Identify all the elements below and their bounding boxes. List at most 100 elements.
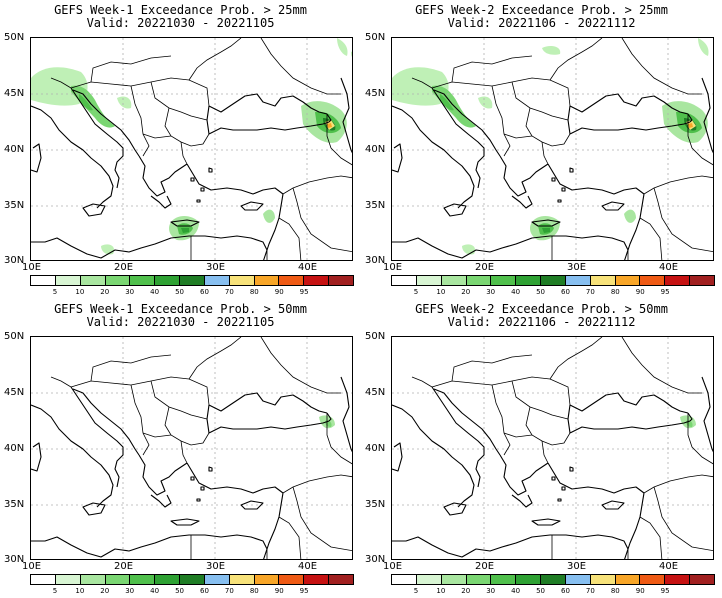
- colorbar-swatch: [204, 276, 230, 285]
- lon-label: 40E: [298, 561, 318, 572]
- colorbar-swatch: [466, 575, 492, 584]
- colorbar-swatch: [690, 276, 714, 285]
- colorbar-swatch: [80, 575, 106, 584]
- panel-subtitle: Valid: 20221030 - 20221105: [86, 315, 275, 329]
- colorbar-swatch: [565, 575, 591, 584]
- lat-label: 40N: [365, 443, 386, 454]
- colorbar-tick-label: 80: [249, 587, 259, 595]
- colorbar-tick-label: 90: [635, 587, 645, 595]
- lat-label: 30N: [365, 255, 386, 266]
- colorbar-tick-label: 95: [299, 288, 309, 296]
- colorbar-tick-label: 5: [413, 288, 419, 296]
- panel-title: GEFS Week-2 Exceedance Prob. > 25mm: [415, 3, 668, 17]
- colorbar-tick-label: 10: [75, 288, 85, 296]
- lon-label: 40E: [659, 262, 679, 273]
- colorbar-tick-label: 5: [52, 587, 58, 595]
- lon-label: 20E: [475, 561, 495, 572]
- colorbar-swatch: [392, 276, 417, 285]
- colorbar-swatch: [640, 575, 666, 584]
- lat-label: 45N: [4, 387, 25, 398]
- colorbar-swatch: [204, 575, 230, 584]
- panel-week1-25mm: GEFS Week-1 Exceedance Prob. > 25mm Vali…: [0, 0, 361, 299]
- colorbar-tick-label: 40: [150, 587, 160, 595]
- lat-label: 35N: [4, 200, 25, 211]
- probability-shading: [392, 38, 709, 255]
- colorbar-swatch: [279, 575, 305, 584]
- colorbar-tick-label: 90: [274, 288, 284, 296]
- map: [30, 37, 353, 261]
- colorbar-tick-label: 60: [199, 587, 209, 595]
- colorbar-swatch: [55, 575, 81, 584]
- lon-label: 20E: [114, 262, 134, 273]
- colorbar-swatch: [304, 575, 330, 584]
- colorbar-tick-label: 70: [585, 288, 595, 296]
- map: [30, 336, 353, 560]
- lon-label: 10E: [383, 262, 403, 273]
- panel-subtitle: Valid: 20221030 - 20221105: [86, 16, 275, 30]
- colorbar-swatch: [541, 276, 566, 285]
- colorbar-swatch: [590, 575, 616, 584]
- lat-label: 50N: [4, 331, 25, 342]
- colorbar-tick-label: 50: [536, 288, 545, 296]
- colorbar-swatch: [155, 575, 181, 584]
- colorbar-swatch: [590, 276, 616, 285]
- colorbar: [391, 275, 715, 286]
- panel-week1-50mm: GEFS Week-1 Exceedance Prob. > 50mm Vali…: [0, 299, 361, 598]
- colorbar-swatch: [279, 276, 305, 285]
- colorbar-ticks: 5 10 20 30 40 50 60 70 80 90 95: [30, 288, 354, 296]
- map-svg: [31, 38, 352, 260]
- colorbar-swatch: [516, 276, 542, 285]
- panel-subtitle: Valid: 20221106 - 20221112: [447, 315, 636, 329]
- colorbar-tick-label: 80: [610, 587, 620, 595]
- lon-label: 20E: [475, 262, 495, 273]
- colorbar-swatch: [105, 276, 131, 285]
- colorbar-tick-label: 40: [150, 288, 160, 296]
- lat-label: 40N: [365, 144, 386, 155]
- colorbar-tick-label: 30: [125, 587, 135, 595]
- colorbar-tick-label: 10: [436, 288, 446, 296]
- colorbar-swatch: [254, 276, 280, 285]
- map: [391, 336, 714, 560]
- colorbar-tick-label: 20: [100, 288, 110, 296]
- colorbar-swatch: [665, 575, 691, 584]
- lat-label: 35N: [365, 200, 386, 211]
- lat-label: 30N: [4, 255, 25, 266]
- colorbar-tick-label: 20: [461, 288, 471, 296]
- colorbar-tick-label: 60: [560, 288, 570, 296]
- colorbar-tick-label: 30: [486, 288, 496, 296]
- colorbar-swatch: [31, 575, 56, 584]
- map: [391, 37, 714, 261]
- colorbar-swatch: [615, 575, 641, 584]
- map-svg: [392, 38, 713, 260]
- lat-label: 50N: [4, 32, 25, 43]
- colorbar-swatch: [491, 276, 517, 285]
- colorbar-swatch: [665, 276, 691, 285]
- colorbar-tick-label: 50: [175, 587, 184, 595]
- colorbar-swatch: [541, 575, 566, 584]
- colorbar-swatch: [130, 276, 156, 285]
- colorbar-tick-label: 70: [585, 587, 595, 595]
- lon-label: 40E: [659, 561, 679, 572]
- colorbar-swatch: [130, 575, 156, 584]
- colorbar-tick-label: 80: [610, 288, 620, 296]
- colorbar-tick-label: 90: [635, 288, 645, 296]
- panel-subtitle: Valid: 20221106 - 20221112: [447, 16, 636, 30]
- lon-label: 20E: [114, 561, 134, 572]
- colorbar-swatch: [441, 276, 467, 285]
- lon-label: 10E: [22, 262, 42, 273]
- lat-label: 45N: [4, 88, 25, 99]
- colorbar-ticks: 5 10 20 30 40 50 60 70 80 90 95: [391, 587, 715, 595]
- colorbar-swatch: [416, 575, 442, 584]
- colorbar-swatch: [31, 276, 56, 285]
- lon-label: 30E: [206, 262, 226, 273]
- probability-shading: [31, 38, 352, 255]
- lat-label: 35N: [365, 499, 386, 510]
- colorbar-tick-label: 5: [52, 288, 58, 296]
- lon-label: 10E: [383, 561, 403, 572]
- colorbar-tick-label: 20: [461, 587, 471, 595]
- lat-label: 40N: [4, 443, 25, 454]
- lon-label: 40E: [298, 262, 318, 273]
- colorbar-swatch: [615, 276, 641, 285]
- colorbar-tick-label: 95: [299, 587, 309, 595]
- map-svg: [31, 337, 352, 559]
